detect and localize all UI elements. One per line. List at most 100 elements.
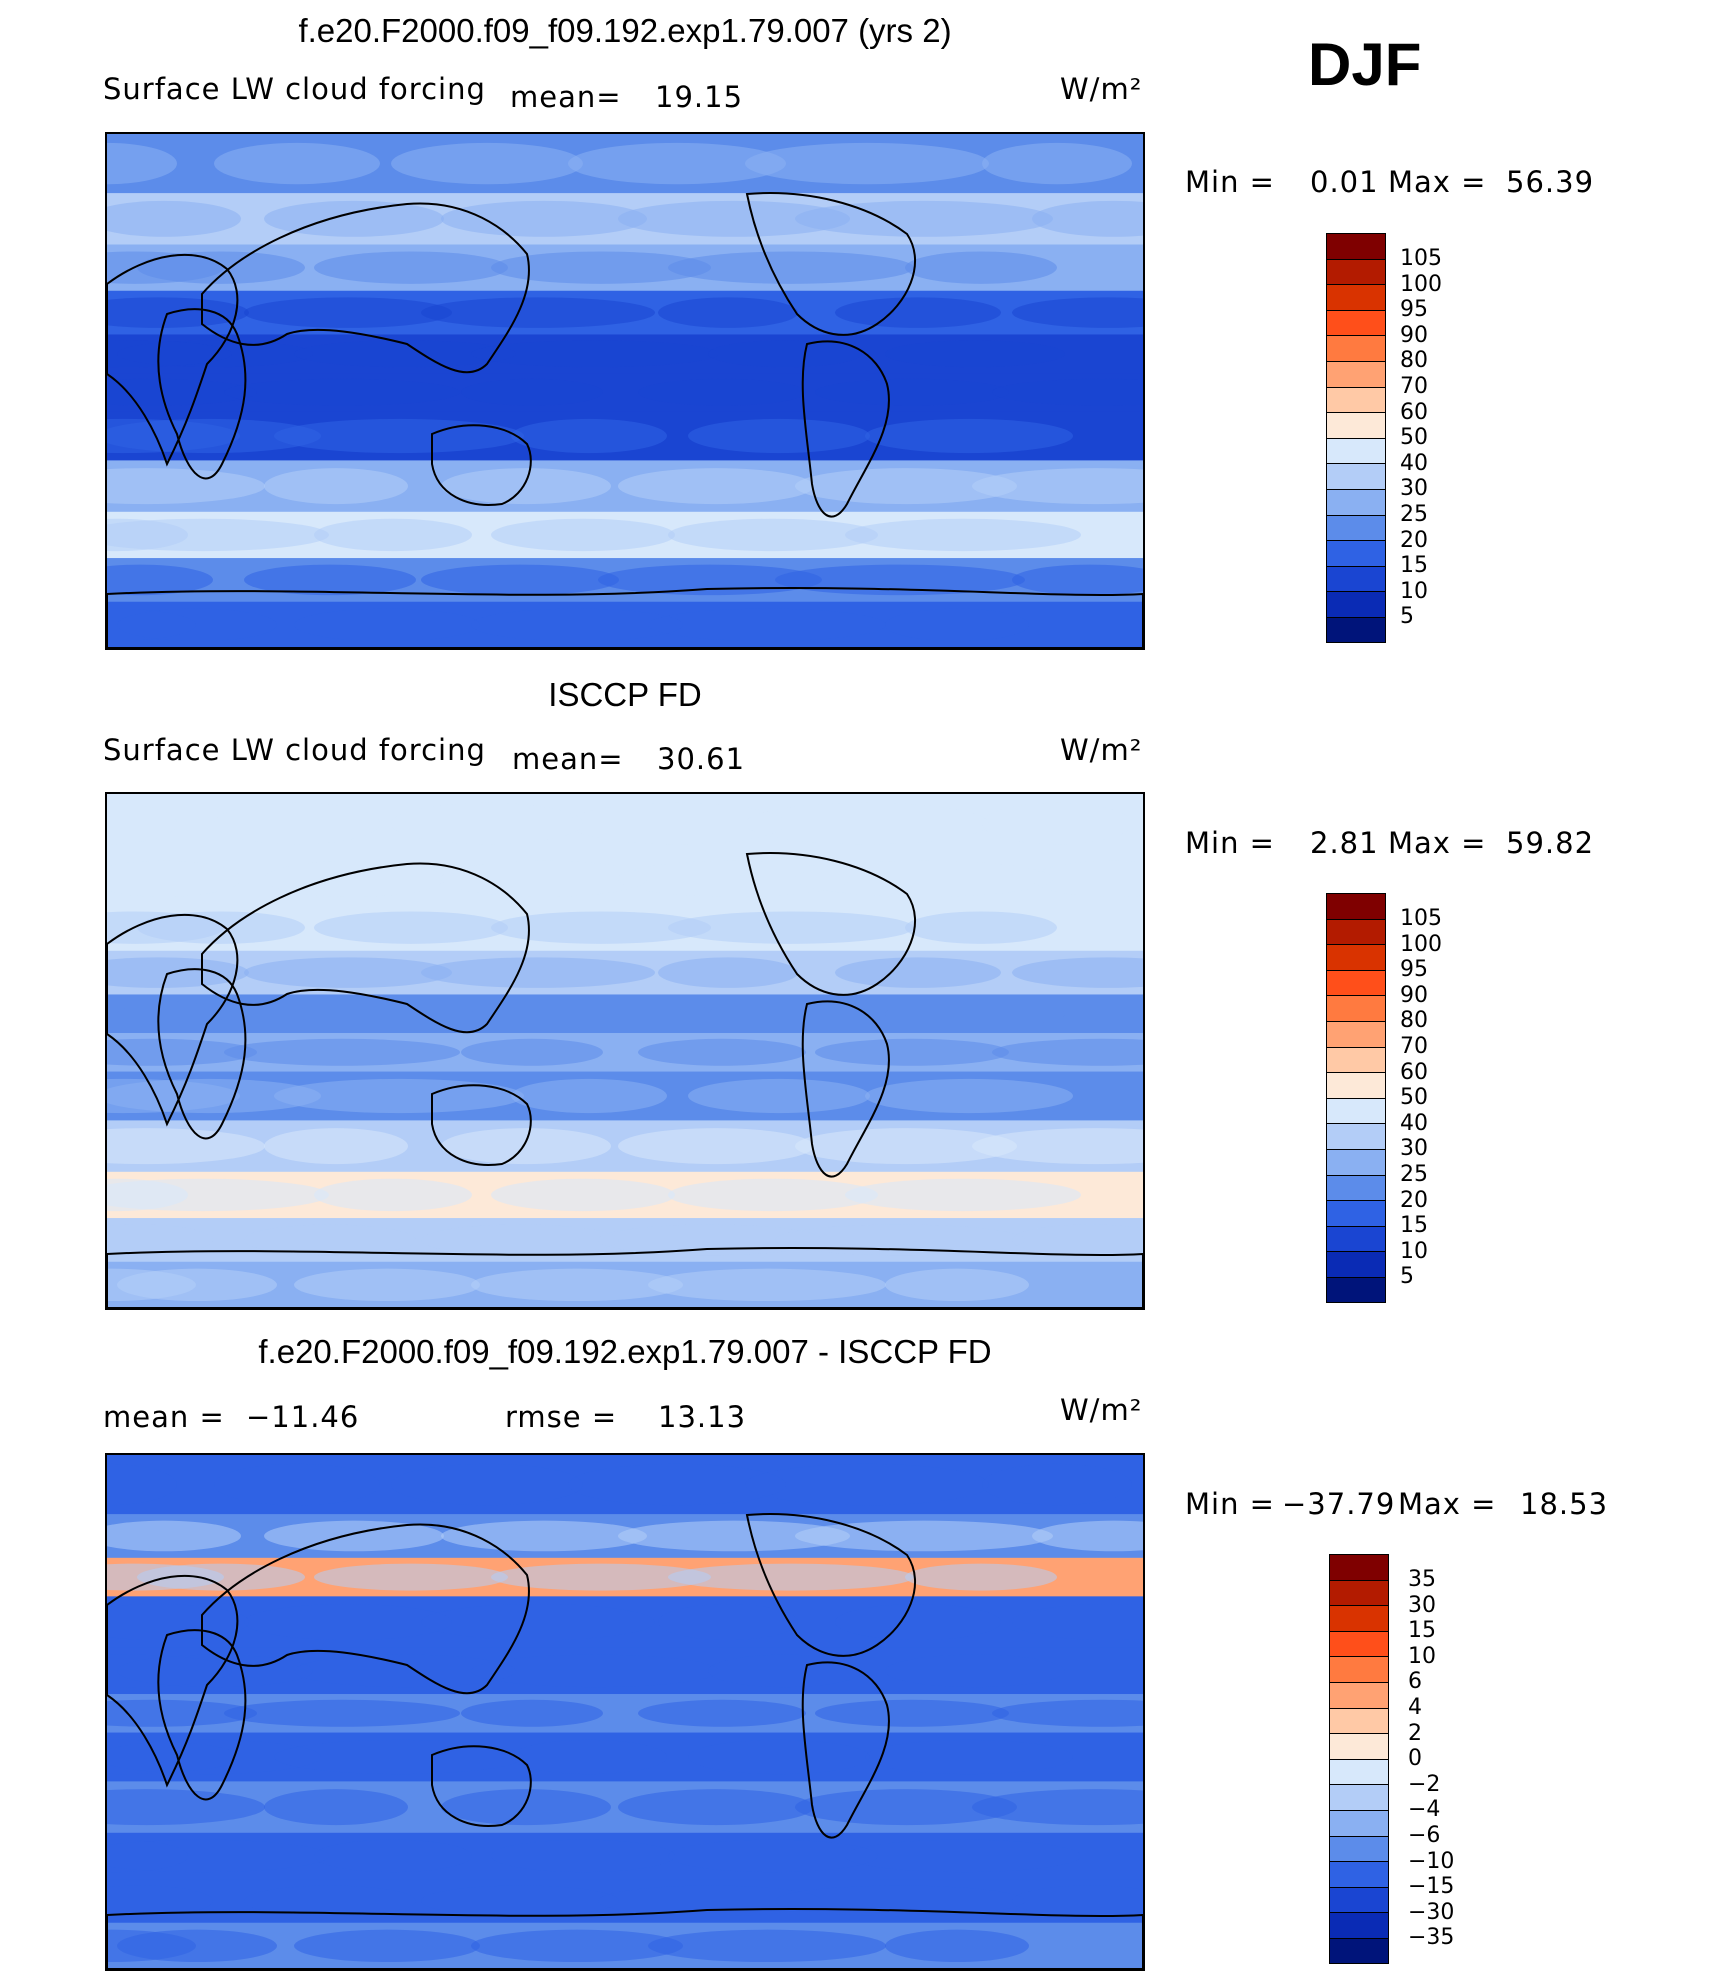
contour-blob (795, 200, 1053, 237)
colorbar-cell (1326, 463, 1386, 489)
map-field (107, 134, 1143, 648)
contour-blob (274, 1739, 524, 1775)
contour-blob (982, 142, 1132, 185)
colorbar-tick-label: 25 (1400, 1161, 1428, 1187)
contour-blob (421, 957, 655, 988)
colorbar-tick-label: 100 (1400, 271, 1442, 297)
coastline (801, 1661, 890, 1839)
colorbar-tick-label: 5 (1400, 604, 1414, 630)
contour-blob (314, 251, 508, 284)
panel1-colorbar-labels: 105 100 95 90 80 70 60 50 40 30 25 20 15 10 5 (1400, 246, 1442, 630)
colorbar-cell (1326, 918, 1386, 945)
contour-blob (294, 1654, 516, 1688)
contour-blob (314, 911, 508, 944)
contour-blob (491, 911, 711, 944)
contour-blob (688, 418, 870, 454)
colorbar-cell (1326, 591, 1386, 617)
contour-blob (244, 1224, 416, 1256)
contour-blob (107, 1654, 232, 1688)
contour-blob (618, 200, 850, 237)
colorbar-cell (1329, 1809, 1389, 1836)
contour-blob (107, 378, 257, 406)
contour-blob (885, 1654, 1065, 1688)
contour-blob (107, 297, 249, 328)
contour-blob (648, 1268, 886, 1302)
contour-blob (1012, 297, 1143, 328)
contour-blob (244, 1885, 416, 1917)
coastline (107, 913, 239, 1127)
contour-blob (421, 297, 655, 328)
contour-blob (107, 802, 177, 845)
contour-blob (107, 860, 241, 897)
colorbar-tick-label: 25 (1400, 501, 1428, 527)
contour-blob (107, 911, 224, 944)
panel3-mean-value: −11.46 (246, 1400, 360, 1434)
contour-blob (224, 1699, 460, 1727)
colorbar-tick-label: 35 (1408, 1567, 1436, 1592)
contour-blob (775, 1885, 1025, 1917)
coastline (801, 340, 890, 518)
coastline (157, 1629, 247, 1801)
contour-blob (107, 518, 188, 552)
colorbar-tick-label: 95 (1400, 297, 1428, 323)
panel3-max-value: 18.53 (1520, 1487, 1609, 1521)
colorbar-tick-label: 20 (1400, 1187, 1428, 1213)
coastline (431, 1084, 532, 1166)
contour-blob (668, 251, 914, 284)
colorbar-cell (1326, 488, 1386, 515)
contour-blob (972, 1128, 1143, 1165)
colorbar-tick-label: −4 (1408, 1797, 1441, 1823)
contour-blob (244, 564, 416, 596)
contour-blob (658, 297, 798, 328)
colorbar-tick-label: −10 (1408, 1848, 1455, 1874)
coastline (745, 852, 917, 996)
contour-blob (264, 468, 408, 505)
contour-blob (568, 142, 786, 185)
colorbar-cell (1326, 284, 1386, 310)
contour-blob (1012, 564, 1143, 596)
contour-blob (745, 142, 989, 185)
contour-blob (688, 1078, 870, 1114)
coastline (107, 1907, 1143, 1969)
contour-blob (264, 1520, 444, 1552)
contour-blob (638, 1699, 806, 1727)
contour-blob (905, 251, 1057, 284)
contour-blob (471, 1268, 683, 1302)
colorbar-cell (1329, 1579, 1389, 1606)
contour-blob (441, 200, 647, 237)
colorbar-cell (1326, 437, 1386, 464)
panel3-units: W/m² (1060, 1393, 1143, 1427)
colorbar-tick-label: 90 (1400, 982, 1428, 1008)
contour-blob (511, 1078, 667, 1114)
panel2-colorbar (1326, 893, 1386, 1303)
colorbar-tick-label: −2 (1408, 1771, 1441, 1797)
panel2-map (105, 792, 1145, 1310)
coastline (107, 1246, 1143, 1308)
contour-blob (568, 1463, 786, 1506)
contour-blob (441, 860, 647, 897)
colorbar-tick-label: 50 (1400, 425, 1428, 451)
contour-blob (107, 1000, 232, 1028)
contour-blob (795, 1520, 1053, 1552)
colorbar-cell (1329, 1681, 1389, 1708)
contour-blob (391, 802, 583, 845)
colorbar-cell (1326, 893, 1386, 919)
colorbar-tick-label: 15 (1408, 1618, 1436, 1644)
season-label: DJF (1308, 31, 1422, 98)
contour-blob (107, 1604, 249, 1641)
contour-blob (107, 1078, 240, 1114)
panel1-units: W/m² (1060, 72, 1143, 106)
contour-blob (471, 1654, 719, 1688)
panel3-title: f.e20.F2000.f09_f09.192.exp1.79.007 - IS… (258, 1333, 992, 1370)
contour-blob (885, 340, 1065, 368)
contour-blob (775, 564, 1025, 596)
contour-blob (815, 1038, 1009, 1066)
contour-blob (1032, 860, 1143, 897)
contour-blob (491, 1178, 675, 1212)
contour-blob (107, 200, 241, 237)
colorbar-cell (1329, 1656, 1389, 1682)
contour-blob (244, 957, 452, 988)
panel1-mean-value: 19.15 (655, 80, 744, 114)
colorbar-tick-label: 80 (1400, 348, 1428, 374)
panel2-title: ISCCP FD (548, 676, 702, 713)
